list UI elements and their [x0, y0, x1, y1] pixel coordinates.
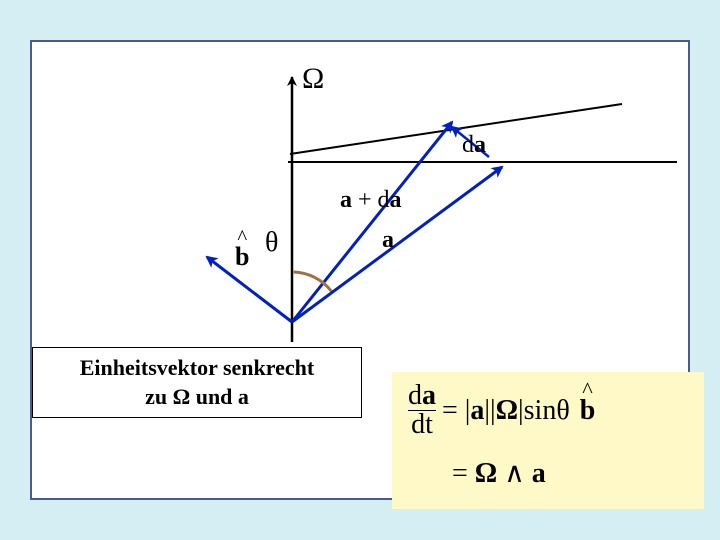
- theta-label: θ: [265, 227, 278, 259]
- a-label: a: [382, 227, 394, 254]
- a-plus-da-label: a + da: [340, 187, 402, 214]
- frac-num: da: [408, 382, 436, 410]
- omega-label: Ω: [302, 62, 324, 96]
- callout-omega: Ω: [173, 384, 191, 409]
- formula-box: da dt = |a||Ω|sinθ b = Ω ∧ a: [392, 372, 704, 509]
- callout-zu: zu: [145, 384, 173, 409]
- formula-line1: da dt = |a||Ω|sinθ b: [408, 382, 688, 439]
- callout-a: a: [238, 384, 249, 409]
- b-hat-label: b: [235, 242, 249, 272]
- callout-line1: Einheitsvektor senkrecht: [47, 354, 347, 383]
- unit-vector-callout: Einheitsvektor senkrecht zu Ω und a: [32, 347, 362, 418]
- callout-line2: zu Ω und a: [47, 383, 347, 412]
- main-panel: Ω da a + da a θ b Einheitsvektor senkrec…: [30, 40, 690, 500]
- formula-rhs1: = |a||Ω|sinθ: [442, 390, 570, 432]
- da-label: da: [462, 132, 486, 159]
- formula-bhat: b: [580, 390, 596, 432]
- frac-den: dt: [411, 411, 433, 439]
- formula-line2: = Ω ∧ a: [408, 453, 688, 495]
- callout-und: und: [190, 384, 238, 409]
